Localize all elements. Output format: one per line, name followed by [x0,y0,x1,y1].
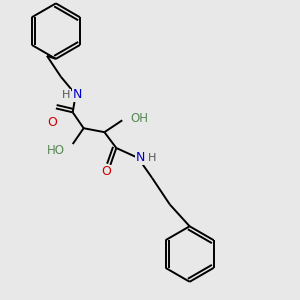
Text: H: H [61,89,70,100]
Text: N: N [135,152,145,164]
Text: H: H [148,153,156,163]
Text: O: O [101,165,111,178]
Text: O: O [47,116,57,129]
Text: HO: HO [47,143,65,157]
Text: N: N [73,88,82,101]
Text: OH: OH [130,112,148,125]
